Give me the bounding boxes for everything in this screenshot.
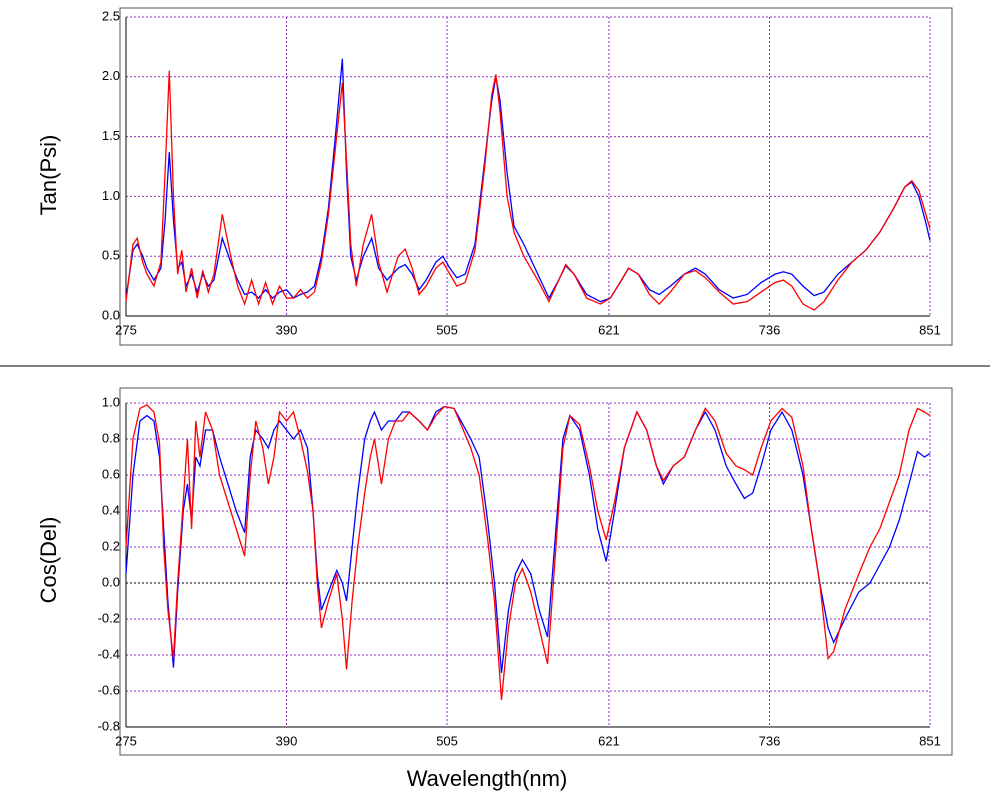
- x-tick-label: 736: [759, 733, 781, 748]
- x-tick-label: 505: [436, 733, 458, 748]
- data-line: [125, 70, 931, 311]
- data-line: [125, 58, 931, 303]
- x-tick-label: 621: [598, 733, 620, 748]
- y-axis-title: Tan(Psi): [36, 135, 61, 216]
- x-tick-label: 736: [759, 322, 781, 337]
- y-tick-label: 1.0: [102, 188, 120, 203]
- y-tick-label: 0.4: [102, 502, 120, 517]
- x-tick-label: 621: [598, 322, 620, 337]
- y-tick-label: 0.2: [102, 538, 120, 553]
- data-line: [125, 404, 931, 701]
- y-tick-label: -0.4: [98, 646, 120, 661]
- y-tick-label: 0.6: [102, 466, 120, 481]
- y-tick-label: -0.2: [98, 610, 120, 625]
- y-tick-label: 2.0: [102, 68, 120, 83]
- y-tick-label: 0.5: [102, 248, 120, 263]
- x-axis-title: Wavelength(nm): [407, 766, 568, 791]
- x-tick-label: 390: [276, 322, 298, 337]
- plot-frame: [119, 387, 953, 756]
- y-tick-label: 0.0: [102, 307, 120, 322]
- y-tick-label: 1.5: [102, 128, 120, 143]
- data-line: [125, 405, 931, 674]
- y-tick-label: 0.8: [102, 430, 120, 445]
- y-tick-label: 0.0: [102, 574, 120, 589]
- x-tick-label: 851: [919, 322, 941, 337]
- x-tick-label: 851: [919, 733, 941, 748]
- y-tick-label: 1.0: [102, 394, 120, 409]
- plot-frame: [119, 7, 953, 346]
- x-tick-label: 275: [115, 733, 137, 748]
- x-tick-label: 275: [115, 322, 137, 337]
- x-tick-label: 390: [276, 733, 298, 748]
- y-axis-title: Cos(Del): [36, 517, 61, 604]
- y-tick-label: 2.5: [102, 8, 120, 23]
- x-tick-label: 505: [436, 322, 458, 337]
- y-tick-label: -0.6: [98, 682, 120, 697]
- y-tick-label: -0.8: [98, 718, 120, 733]
